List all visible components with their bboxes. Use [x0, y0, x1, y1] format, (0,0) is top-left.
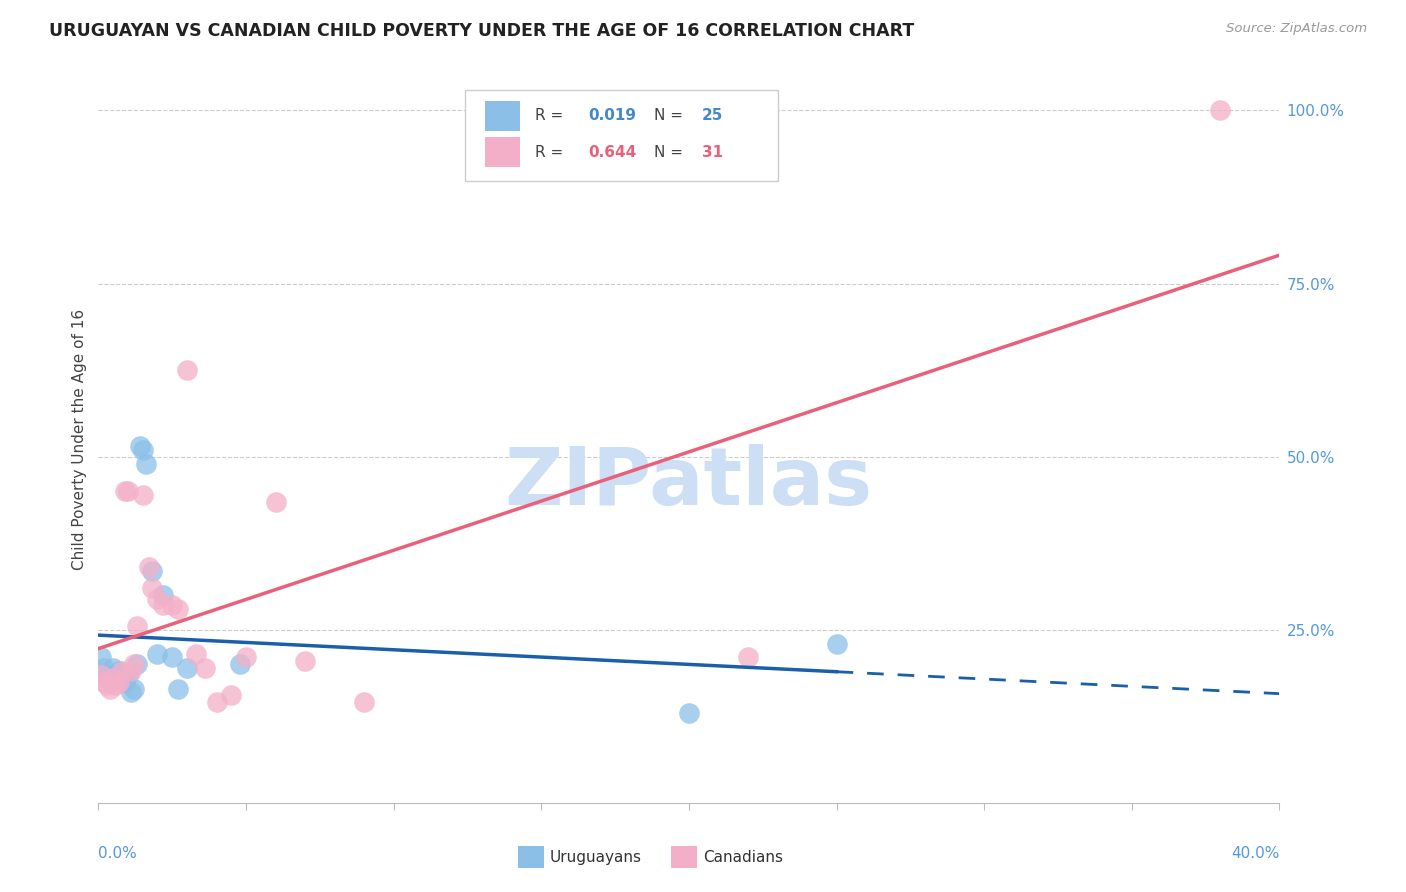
Point: [162, 650, 183, 665]
Point: [128, 439, 150, 453]
Text: Uruguayans: Uruguayans: [550, 850, 641, 865]
Point: [117, 484, 139, 499]
Point: [737, 650, 759, 665]
Point: [162, 599, 183, 613]
Point: [96, 678, 118, 692]
Point: [90, 650, 112, 665]
Point: [678, 706, 700, 720]
Text: R =: R =: [536, 145, 568, 160]
Point: [132, 488, 155, 502]
Point: [90, 667, 112, 681]
Text: Source: ZipAtlas.com: Source: ZipAtlas.com: [1226, 22, 1367, 36]
FancyBboxPatch shape: [464, 90, 778, 181]
Point: [93, 661, 115, 675]
Point: [1209, 103, 1232, 118]
Point: [176, 661, 198, 675]
Text: 0.644: 0.644: [589, 145, 637, 160]
Point: [114, 484, 136, 499]
Point: [120, 665, 142, 679]
Point: [152, 599, 174, 613]
Point: [105, 678, 128, 692]
Text: 0.0%: 0.0%: [98, 847, 138, 862]
Point: [138, 560, 160, 574]
Text: 0.019: 0.019: [589, 108, 637, 123]
Point: [98, 674, 121, 689]
Point: [122, 657, 145, 672]
Point: [122, 681, 145, 696]
Text: 25: 25: [702, 108, 723, 123]
Point: [135, 457, 157, 471]
Y-axis label: Child Poverty Under the Age of 16: Child Poverty Under the Age of 16: [72, 309, 87, 570]
Point: [205, 695, 228, 709]
Point: [141, 564, 163, 578]
Point: [167, 602, 190, 616]
Point: [111, 665, 134, 679]
Point: [125, 657, 148, 672]
Point: [108, 665, 131, 679]
Point: [96, 667, 118, 681]
Point: [93, 674, 115, 689]
Point: [105, 667, 128, 681]
Text: ZIPatlas: ZIPatlas: [505, 444, 873, 522]
Text: 40.0%: 40.0%: [1232, 847, 1279, 862]
Point: [141, 581, 163, 595]
Point: [167, 681, 190, 696]
Point: [103, 661, 125, 675]
Bar: [485, 136, 520, 168]
Point: [176, 363, 198, 377]
Point: [184, 647, 207, 661]
Point: [152, 588, 174, 602]
Point: [146, 591, 169, 606]
Bar: [671, 847, 697, 868]
Bar: [517, 847, 544, 868]
Point: [111, 674, 134, 689]
Point: [103, 671, 125, 685]
Point: [264, 494, 287, 508]
Point: [98, 681, 121, 696]
Point: [229, 657, 252, 672]
Text: 31: 31: [702, 145, 723, 160]
Point: [825, 636, 848, 650]
Point: [117, 667, 139, 681]
Text: N =: N =: [654, 145, 688, 160]
Point: [120, 685, 142, 699]
Point: [132, 442, 155, 457]
Point: [125, 619, 148, 633]
Text: R =: R =: [536, 108, 568, 123]
Point: [221, 689, 243, 703]
Point: [294, 654, 316, 668]
Text: N =: N =: [654, 108, 688, 123]
Text: URUGUAYAN VS CANADIAN CHILD POVERTY UNDER THE AGE OF 16 CORRELATION CHART: URUGUAYAN VS CANADIAN CHILD POVERTY UNDE…: [49, 22, 914, 40]
Text: Canadians: Canadians: [703, 850, 783, 865]
Point: [146, 647, 169, 661]
Point: [235, 650, 257, 665]
Point: [114, 674, 136, 689]
Point: [194, 661, 217, 675]
Bar: [485, 101, 520, 131]
Point: [353, 695, 375, 709]
Point: [108, 674, 131, 689]
